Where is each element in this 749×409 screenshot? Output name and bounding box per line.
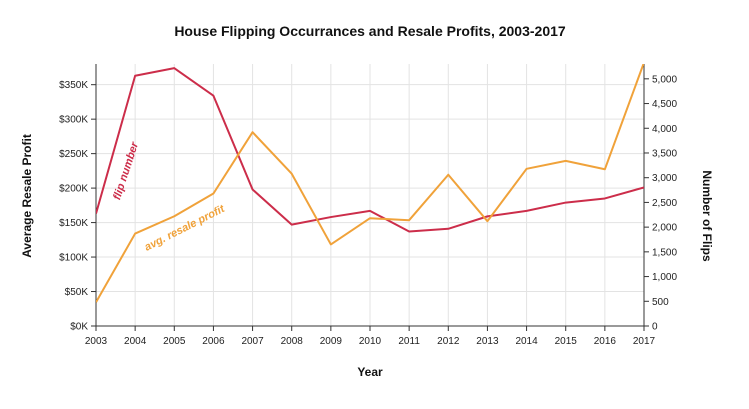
y-left-tick-label: $350K — [59, 80, 88, 91]
y-right-tick-label: 2,500 — [652, 198, 677, 209]
series-line-flip-number — [96, 67, 644, 233]
x-tick-label: 2004 — [124, 336, 147, 347]
y-right-tick-label: 3,500 — [652, 148, 677, 159]
x-tick-label: 2005 — [163, 336, 186, 347]
y-right-tick-label: 3,000 — [652, 173, 677, 184]
y-left-tick-label: $50K — [65, 287, 89, 298]
x-tick-label: 2008 — [281, 336, 304, 347]
y-axis-right-title: Number of Flips — [700, 170, 714, 262]
y-left-tick-label: $250K — [59, 149, 88, 160]
x-tick-label: 2015 — [555, 336, 578, 347]
y-right-tick-label: 4,000 — [652, 124, 677, 135]
x-tick-label: 2016 — [594, 336, 617, 347]
chart-title: House Flipping Occurrances and Resale Pr… — [174, 23, 566, 39]
x-tick-label: 2006 — [202, 336, 225, 347]
y-left-tick-label: $100K — [59, 253, 88, 264]
y-left-tick-label: $200K — [59, 184, 88, 195]
x-tick-label: 2011 — [398, 336, 420, 347]
y-right-tick-label: 1,000 — [652, 272, 677, 283]
axes: 2003 2004 2005 2006 2007 2008 2009 2010 2011 2012… — [59, 64, 677, 347]
y-left-tick-label: $0K — [70, 322, 88, 333]
y-right-tick-label: 1,500 — [652, 247, 677, 258]
y-right-tick-label: 4,500 — [652, 99, 677, 110]
x-tick-label: 2003 — [85, 336, 108, 347]
x-tick-label: 2013 — [476, 336, 499, 347]
y-right-tick-label: 5,000 — [652, 74, 677, 85]
x-tick-label: 2010 — [359, 336, 382, 347]
y-right-tick-label: 500 — [652, 297, 669, 308]
series-line-avg-resale-profit — [96, 64, 644, 303]
series-label-flip-number: flip number — [111, 140, 141, 201]
series-lines — [96, 64, 644, 303]
y-axis-left-title: Average Resale Profit — [20, 134, 34, 258]
x-tick-label: 2012 — [437, 336, 460, 347]
y-right-tick-label: 0 — [652, 322, 658, 333]
x-tick-label: 2007 — [241, 336, 264, 347]
gridlines — [95, 64, 645, 327]
x-tick-label: 2009 — [320, 336, 343, 347]
x-tick-label: 2017 — [633, 336, 656, 347]
y-left-tick-label: $300K — [59, 115, 88, 126]
x-axis-title: Year — [357, 365, 383, 379]
y-left-tick-label: $150K — [59, 218, 88, 229]
y-right-tick-label: 2,000 — [652, 223, 677, 234]
x-tick-label: 2014 — [515, 336, 538, 347]
